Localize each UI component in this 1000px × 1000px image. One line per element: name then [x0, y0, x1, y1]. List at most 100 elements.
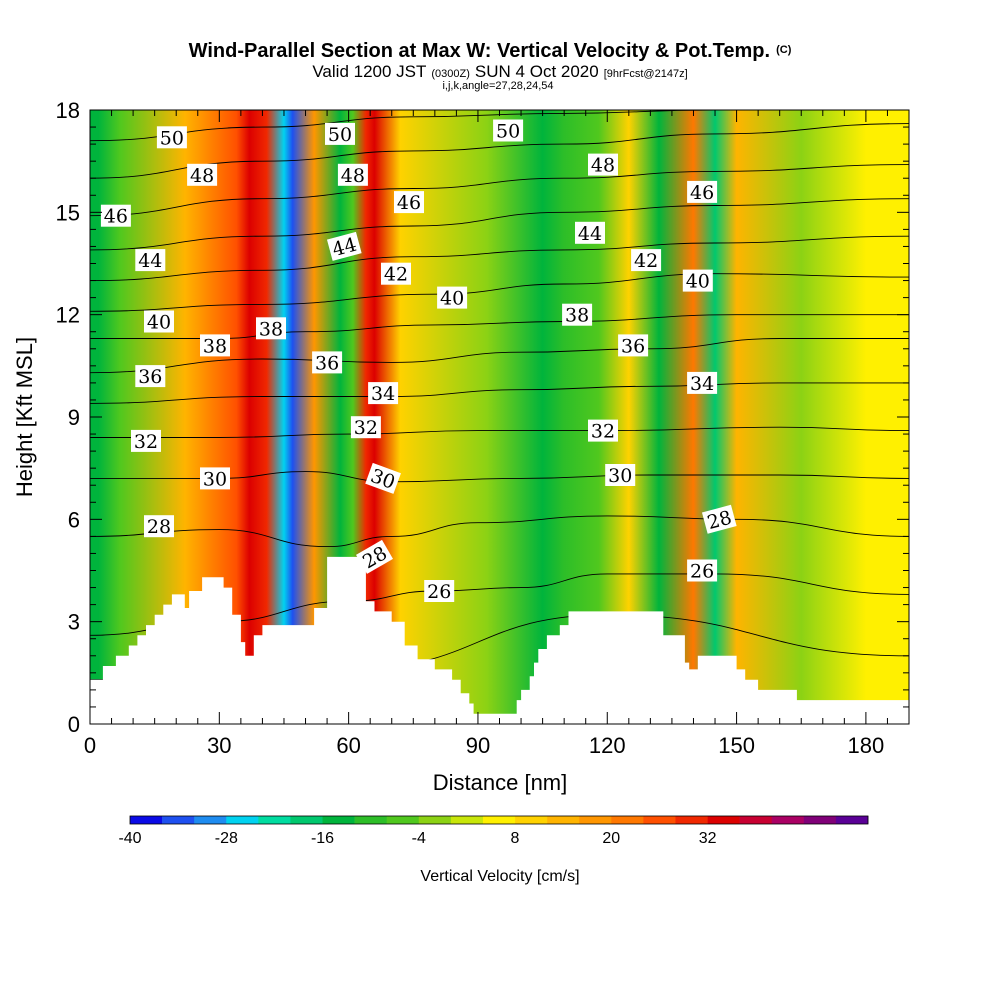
colorbar-tick-label: -40: [118, 830, 141, 847]
x-tick-label: 180: [848, 733, 885, 758]
colorbar-swatch: [130, 816, 163, 824]
contour-label-text: 48: [341, 165, 365, 187]
contour-label-bg: [575, 221, 605, 244]
isentrope-34: [90, 382, 909, 404]
x-tick-label: 90: [466, 733, 490, 758]
contour-label: 50: [325, 122, 355, 146]
x-tick-label: 120: [589, 733, 626, 758]
contour-label: 26: [424, 580, 455, 603]
y-tick-label: 18: [56, 98, 80, 123]
isentrope-36: [90, 338, 909, 374]
contour-label: 32: [131, 429, 161, 453]
contour-label-bg: [337, 163, 368, 186]
contour-label-bg: [588, 419, 618, 442]
contour-label-bg: [144, 310, 174, 333]
contour-label: 30: [605, 464, 636, 487]
valid-time: Valid 1200 JST: [312, 62, 426, 81]
contour-label-bg: [200, 467, 230, 490]
contour-label: 40: [437, 286, 468, 310]
contour-label-bg: [326, 231, 362, 261]
contour-label-text: 34: [371, 383, 395, 405]
contour-label-bg: [618, 334, 649, 357]
colorbar-swatch: [290, 816, 323, 824]
colorbar-swatch: [771, 816, 805, 824]
contour-label: 50: [493, 119, 524, 143]
contour-label-bg: [381, 262, 411, 285]
contour-label-text: 26: [427, 581, 451, 603]
colorbar-swatch: [322, 816, 355, 824]
contour-label-bg: [256, 317, 286, 340]
y-tick-label: 9: [68, 405, 80, 430]
colorbar-swatch: [643, 816, 676, 824]
colorbar-swatch: [354, 816, 387, 824]
contour-label: 36: [618, 334, 649, 357]
grid-indices: i,j,k,angle=27,28,24,54: [442, 80, 553, 92]
contour-label: 48: [187, 163, 218, 187]
y-axis-label: Height [Kft MSL]: [12, 337, 37, 497]
colorbar-swatch: [162, 816, 195, 824]
contour-label-text: 30: [608, 465, 632, 487]
contour-label: 26: [687, 559, 718, 583]
contour-label: 44: [135, 249, 166, 272]
colorbar-swatch: [707, 816, 740, 824]
contour-label: 38: [200, 334, 230, 357]
isentrope-32: [90, 426, 909, 438]
colorbar-swatch: [386, 816, 420, 824]
colorbar-swatch: [739, 816, 773, 824]
contour-label-bg: [562, 303, 593, 326]
contour-label: 28: [144, 515, 174, 538]
y-tick-label: 3: [68, 610, 80, 635]
contour-label-bg: [437, 286, 468, 309]
contour-label-bg: [144, 515, 174, 538]
isentrope-44: [90, 198, 909, 251]
contour-label: 38: [256, 317, 286, 340]
x-axis-ticks: 0 30 60 90 120 150 180: [84, 110, 910, 758]
y-tick-label: 15: [56, 200, 80, 225]
contour-label-text: 32: [134, 431, 158, 453]
contour-label-text: 50: [496, 121, 520, 143]
isentrope-40: [90, 273, 909, 312]
contour-label: 34: [368, 382, 399, 405]
colorbar-label: Vertical Velocity [cm/s]: [420, 868, 579, 885]
copyright-mark: (C): [776, 44, 792, 56]
contour-label-text: 34: [690, 373, 714, 395]
valid-date: SUN 4 Oct 2020: [475, 62, 599, 81]
contour-label-bg: [631, 249, 662, 272]
colorbar-tick-label: 8: [511, 830, 520, 847]
contour-label-bg: [200, 334, 230, 357]
y-tick-label: 0: [68, 712, 80, 737]
contour-label-bg: [325, 122, 355, 145]
colorbar-tick-label: 20: [602, 830, 620, 847]
isentrope-28: [90, 515, 909, 548]
contour-label-bg: [687, 559, 718, 582]
contour-label-bg: [687, 180, 718, 203]
colorbar-swatch: [835, 816, 869, 824]
contour-label-text: 48: [591, 155, 615, 177]
forecast-info: [9hrFcst@2147z]: [604, 68, 688, 80]
colorbar-swatch: [258, 816, 291, 824]
contour-label-bg: [424, 580, 455, 602]
contour-label-text: 32: [591, 421, 615, 443]
contour-label-text: 38: [565, 305, 589, 327]
contour-label-bg: [687, 371, 718, 394]
contour-label-text: 40: [147, 312, 171, 334]
isentrope-42: [90, 235, 909, 282]
colorbar-swatch: [611, 816, 644, 824]
contour-label-text: 30: [203, 468, 227, 490]
utc-time: (0300Z): [431, 68, 470, 80]
contour-label-text: 36: [138, 366, 162, 388]
contour-label-bg: [493, 119, 524, 142]
contour-label-bg: [368, 382, 399, 405]
colorbar-swatch: [482, 816, 516, 824]
colorbar-swatch: [418, 816, 452, 824]
contour-label-text: 46: [397, 192, 421, 214]
colorbar-swatch: [194, 816, 227, 824]
contour-label: 34: [687, 371, 718, 395]
contour-label-bg: [131, 429, 161, 452]
contour-label-bg: [588, 153, 618, 176]
y-tick-label: 12: [56, 303, 80, 328]
contour-label-bg: [356, 539, 393, 574]
contour-label-bg: [701, 504, 737, 534]
